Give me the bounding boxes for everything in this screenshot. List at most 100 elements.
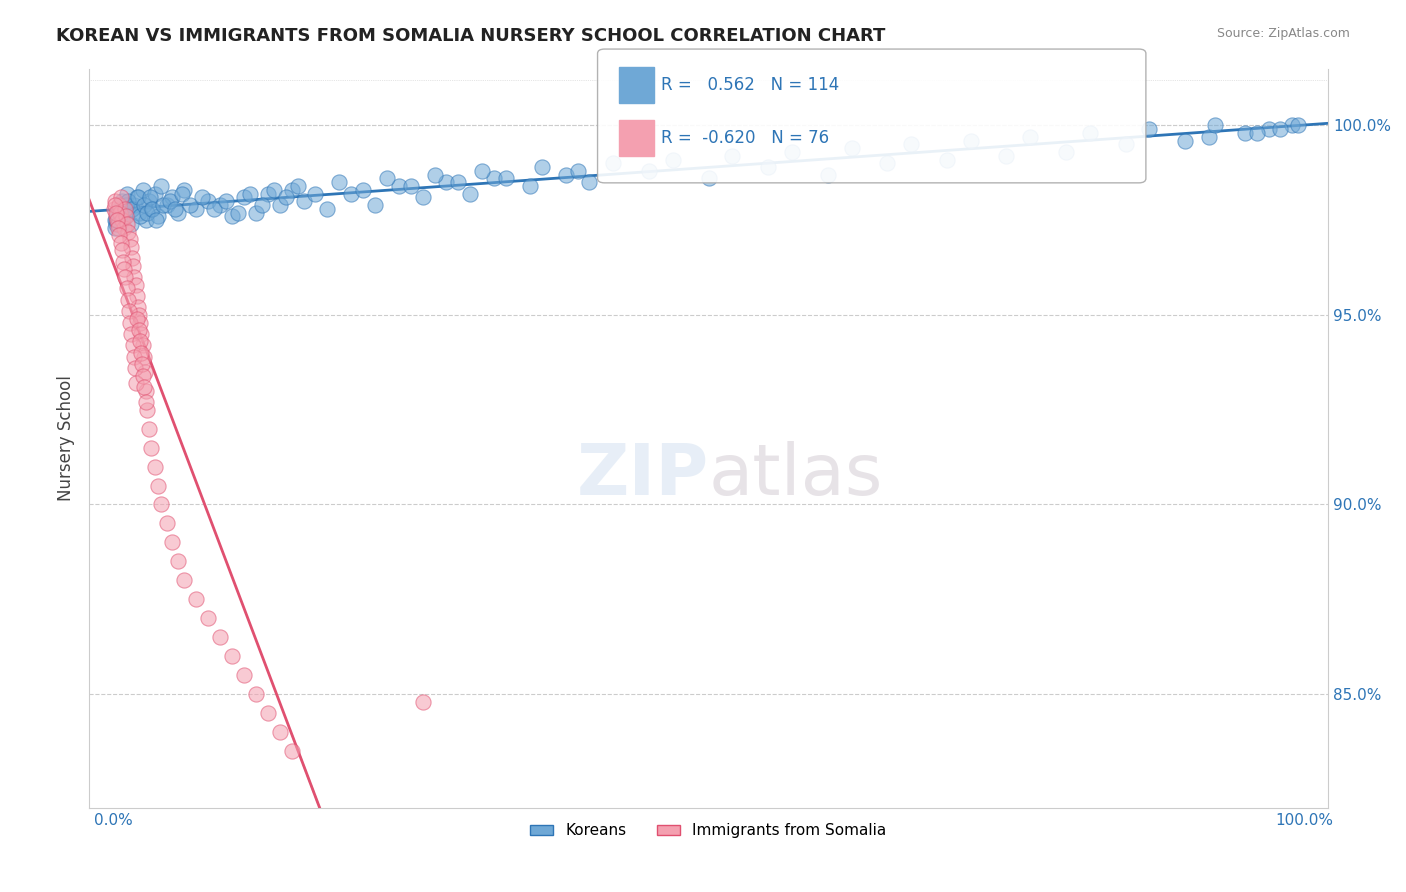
Point — [876, 156, 898, 170]
Point — [115, 210, 138, 224]
Point — [186, 592, 208, 607]
Point — [447, 175, 470, 189]
Point — [1286, 119, 1309, 133]
Point — [105, 210, 128, 224]
Point — [841, 141, 863, 155]
Point — [1115, 137, 1137, 152]
Point — [124, 277, 146, 292]
Point — [263, 183, 285, 197]
Point — [139, 202, 162, 216]
Point — [304, 186, 326, 201]
Point — [131, 326, 153, 341]
Point — [121, 338, 143, 352]
Point — [115, 198, 138, 212]
Point — [149, 179, 172, 194]
Point — [118, 304, 141, 318]
Point — [104, 194, 127, 209]
Point — [105, 213, 128, 227]
Point — [132, 198, 155, 212]
Point — [756, 160, 779, 174]
Point — [202, 202, 225, 216]
Point — [108, 213, 131, 227]
Point — [292, 194, 315, 209]
Point — [134, 365, 156, 379]
Point — [138, 422, 160, 436]
Point — [104, 205, 127, 219]
Point — [135, 213, 157, 227]
Point — [900, 137, 922, 152]
Point — [146, 478, 169, 492]
Point — [697, 171, 720, 186]
Point — [115, 217, 138, 231]
Point — [197, 611, 219, 625]
Point — [111, 194, 134, 209]
Point — [436, 175, 458, 189]
Point — [638, 164, 661, 178]
Point — [108, 205, 131, 219]
Point — [197, 194, 219, 209]
Point — [162, 535, 184, 549]
Point — [209, 198, 232, 212]
Point — [135, 395, 157, 409]
Point — [423, 168, 446, 182]
Point — [103, 202, 125, 216]
Point — [269, 198, 291, 212]
Point — [209, 630, 232, 644]
Point — [1174, 134, 1197, 148]
Point — [1281, 119, 1303, 133]
Point — [269, 725, 291, 739]
Point — [245, 205, 267, 219]
Point — [104, 198, 127, 212]
Point — [132, 368, 155, 383]
Point — [131, 338, 153, 352]
Point — [145, 213, 167, 227]
Point — [602, 156, 624, 170]
Point — [155, 516, 177, 531]
Point — [817, 168, 839, 182]
Point — [128, 205, 150, 219]
Point — [124, 198, 146, 212]
Point — [122, 350, 145, 364]
Point — [412, 695, 434, 709]
Point — [328, 175, 350, 189]
Point — [127, 301, 149, 315]
Point — [115, 281, 138, 295]
Point — [120, 217, 142, 231]
Point — [245, 687, 267, 701]
Point — [226, 205, 249, 219]
Point — [110, 205, 132, 219]
Point — [129, 210, 152, 224]
Text: atlas: atlas — [709, 441, 883, 509]
Point — [111, 244, 134, 258]
Point — [721, 149, 744, 163]
Point — [935, 153, 957, 167]
Point — [112, 220, 135, 235]
Point — [173, 574, 195, 588]
Point — [131, 183, 153, 197]
Point — [519, 179, 541, 194]
Point — [124, 270, 146, 285]
Point — [128, 323, 150, 337]
Point — [567, 164, 589, 178]
Point — [108, 198, 131, 212]
Point — [121, 202, 143, 216]
Point — [143, 186, 166, 201]
Point — [149, 498, 172, 512]
Point — [215, 194, 238, 209]
Point — [995, 149, 1018, 163]
Point — [167, 554, 190, 568]
Point — [117, 194, 139, 209]
Point — [105, 217, 128, 231]
Point — [256, 186, 278, 201]
Point — [316, 202, 339, 216]
Point — [388, 179, 411, 194]
Point — [530, 160, 553, 174]
Point — [256, 706, 278, 720]
Point — [167, 205, 190, 219]
Point — [120, 326, 142, 341]
Point — [114, 270, 136, 285]
Point — [221, 210, 243, 224]
Point — [117, 225, 139, 239]
Point — [129, 316, 152, 330]
Point — [1257, 122, 1279, 136]
